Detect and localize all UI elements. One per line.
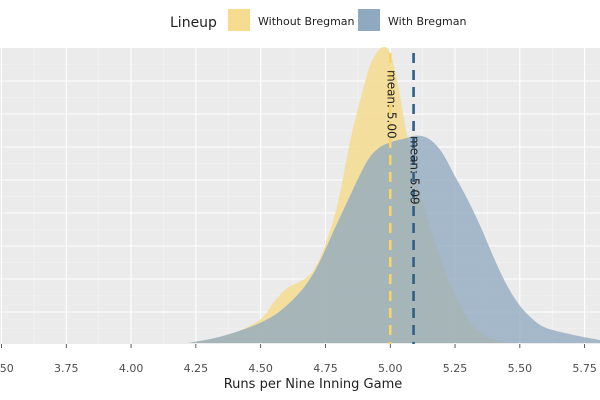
density-area-with-bregman	[188, 135, 600, 343]
legend: Lineup Without Bregman With Bregman	[170, 9, 467, 31]
legend-swatch-with-bregman	[358, 9, 380, 31]
legend-title: Lineup	[170, 15, 217, 31]
x-tick-label: 5.50	[508, 362, 533, 375]
mean-lines: mean: 5.00 mean: 5.09	[384, 53, 422, 344]
legend-swatch-without-bregman	[228, 9, 250, 31]
x-tick-label: 4.50	[248, 362, 273, 375]
mean-label-without-bregman: mean: 5.00	[384, 70, 398, 139]
x-tick-label: 4.75	[313, 362, 338, 375]
x-tick-label: 5.00	[378, 362, 403, 375]
legend-label-without-bregman: Without Bregman	[258, 15, 355, 28]
x-tick-label: 5.75	[572, 362, 597, 375]
x-tick-label: 5.25	[443, 362, 468, 375]
x-tick-label: 4.25	[184, 362, 209, 375]
x-tick-label: 3.75	[54, 362, 79, 375]
density-areas	[188, 46, 600, 344]
legend-label-with-bregman: With Bregman	[388, 15, 467, 28]
x-tick-label: 3.50	[0, 362, 14, 375]
mean-label-with-bregman: mean: 5.09	[408, 136, 422, 205]
grid	[0, 48, 600, 344]
x-axis-ticks: 3.50 3.75 4.00 4.25 4.50 4.75 5.00 5.25 5.50 5.75	[0, 344, 597, 375]
x-axis-title: Runs per Nine Inning Game	[224, 377, 403, 392]
x-tick-label: 4.00	[119, 362, 144, 375]
